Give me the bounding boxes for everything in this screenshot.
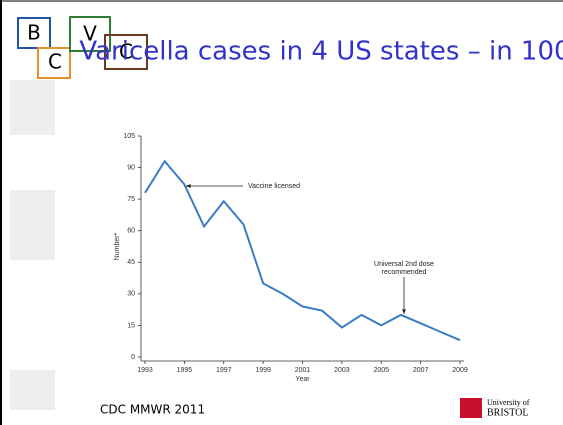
annotation-arrowhead (186, 184, 191, 188)
chart-title: Varicella cases in 4 US states – in 1000… (79, 37, 563, 67)
logo-letter: C (48, 50, 62, 74)
side-image (10, 370, 55, 410)
footer-institution: BRISTOL (487, 407, 529, 418)
y-tick-label: 15 (127, 322, 135, 329)
y-tick-label: 75 (127, 196, 135, 203)
y-tick-label: 105 (123, 133, 135, 140)
x-tick-label: 1997 (216, 367, 232, 374)
y-tick-label: 45 (127, 259, 135, 266)
logo-letter: C (119, 40, 133, 64)
x-tick-label: 1999 (255, 367, 271, 374)
logo-letter: B (27, 21, 41, 45)
annotation: Universal 2nd dose (374, 261, 434, 268)
logo-letter: V (83, 22, 97, 46)
annotation: recommended (382, 269, 427, 276)
side-image (10, 190, 55, 260)
x-tick-label: 2003 (334, 367, 350, 374)
y-axis-label: Number* (114, 232, 121, 260)
x-axis-label: Year (295, 376, 310, 383)
annotation: Vaccine licensed (248, 183, 300, 190)
data-line (144, 159, 461, 342)
x-tick-label: 1995 (177, 367, 193, 374)
y-tick-label: 90 (127, 164, 135, 171)
logo-box (17, 17, 51, 49)
x-tick-label: 2005 (373, 367, 389, 374)
x-tick-label: 1993 (137, 367, 153, 374)
footer-institution: University of (487, 398, 530, 407)
annotation-arrowhead (402, 309, 406, 314)
x-tick-label: 2007 (413, 367, 429, 374)
bristol-logo (460, 398, 482, 418)
y-tick-label: 60 (127, 228, 135, 235)
x-tick-label: 2001 (295, 367, 311, 374)
logo-box (37, 47, 71, 79)
footer-source: CDC MMWR 2011 (100, 403, 205, 417)
x-tick-label: 2009 (452, 367, 468, 374)
y-tick-label: 0 (131, 354, 135, 361)
logo: B V C C (17, 16, 148, 79)
y-tick-label: 30 (127, 291, 135, 298)
logo-box (104, 34, 148, 70)
side-image (10, 80, 55, 135)
